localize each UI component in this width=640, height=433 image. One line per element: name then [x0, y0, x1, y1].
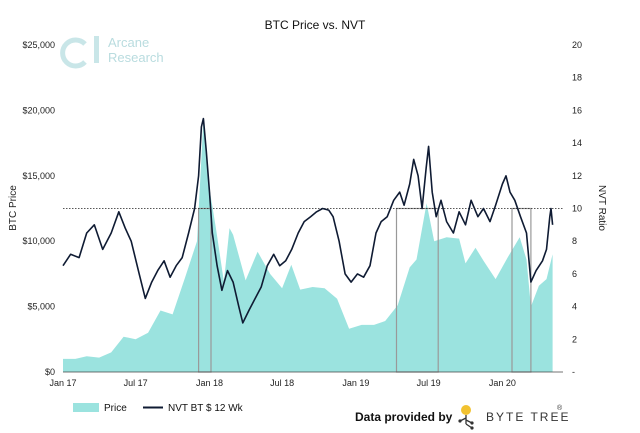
axis-ticks: $0 $5,000 $10,000 $15,000 $20,000 $25,000 - 2 4 6…	[22, 40, 582, 388]
data-provided-by: Data provided by	[355, 410, 453, 424]
y2-tick-label: 8	[572, 236, 577, 246]
y-tick-label: $20,000	[22, 105, 55, 115]
registered-mark: ®	[557, 404, 563, 412]
chart-title: BTC Price vs. NVT	[265, 18, 366, 32]
arcane-logo-icon	[60, 36, 99, 69]
bytetree-brand: BYTE TREE	[486, 410, 570, 424]
y-tick-label: $0	[45, 367, 55, 377]
arcane-research-watermark: Arcane Research	[60, 35, 164, 69]
y2-tick-label: 12	[572, 171, 582, 181]
y2-tick-label: 10	[572, 204, 582, 214]
legend-label-nvt: NVT BT $ 12 Wk	[168, 403, 244, 414]
bytetree-logo-icon	[458, 405, 474, 430]
y2-tick-label: -	[572, 367, 575, 377]
x-tick-label: Jan 18	[196, 378, 223, 388]
y2-tick-label: 14	[572, 138, 582, 148]
y2-tick-label: 20	[572, 40, 582, 50]
y2-axis-label: NVT Ratio	[596, 185, 607, 231]
y-tick-label: $25,000	[22, 40, 55, 50]
price-area	[63, 119, 553, 372]
x-tick-label: Jul 17	[124, 378, 148, 388]
y2-tick-label: 16	[572, 105, 582, 115]
legend-label-price: Price	[104, 403, 127, 414]
y2-tick-label: 2	[572, 334, 577, 344]
x-tick-label: Jul 19	[417, 378, 441, 388]
x-tick-label: Jul 18	[270, 378, 294, 388]
legend: Price NVT BT $ 12 Wk	[73, 403, 244, 414]
y2-tick-label: 4	[572, 302, 577, 312]
y-tick-label: $5,000	[27, 302, 55, 312]
y2-tick-label: 18	[572, 73, 582, 83]
x-tick-label: Jan 19	[342, 378, 369, 388]
x-tick-label: Jan 17	[49, 378, 76, 388]
y2-tick-label: 6	[572, 269, 577, 279]
legend-swatch-price	[73, 403, 99, 412]
y-tick-label: $15,000	[22, 171, 55, 181]
nvt-line	[62, 117, 554, 324]
watermark-line2: Research	[108, 50, 164, 65]
watermark-line1: Arcane	[108, 35, 149, 50]
y-tick-label: $10,000	[22, 236, 55, 246]
plot-area	[62, 117, 563, 373]
y-axis-label: BTC Price	[8, 185, 19, 231]
x-tick-label: Jan 20	[489, 378, 516, 388]
